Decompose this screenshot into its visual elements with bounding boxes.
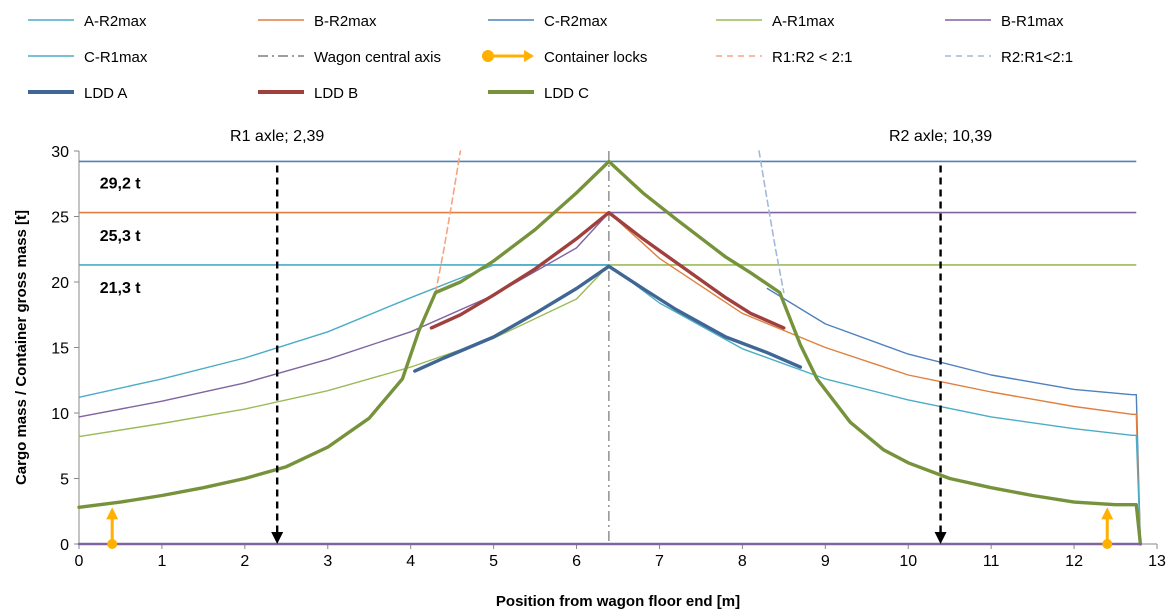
- x-tick-label: 9: [821, 553, 830, 570]
- series-b-r1max: [78, 211, 610, 418]
- x-tick-label: 11: [983, 553, 1000, 570]
- axle-marker-arrowhead: [271, 532, 284, 544]
- legend-item-b-r2max: B-R2max: [258, 13, 377, 30]
- x-tick-label: 2: [240, 553, 249, 570]
- plot-area: [77, 150, 1143, 549]
- x-tick-label: 0: [75, 553, 84, 570]
- legend-label: A-R2max: [84, 13, 147, 30]
- legend-label: LDD C: [544, 85, 589, 102]
- axle-marker-arrowhead: [934, 532, 947, 544]
- y-axis-title: Cargo mass / Container gross mass [t]: [13, 210, 30, 485]
- y-tick-label: 10: [51, 406, 69, 423]
- x-axis-title: Position from wagon floor end [m]: [496, 593, 740, 610]
- series-a-r1max: [78, 264, 610, 438]
- legend-item-a-r2max: A-R2max: [28, 13, 147, 30]
- y-tick-label: 5: [60, 472, 69, 489]
- labels: R1 axle; 2,39 R2 axle; 10,39 29,2 t 25,3 t 2…: [100, 128, 993, 297]
- series-a-r2max: [608, 264, 1142, 545]
- legend-swatch-arrowhead: [524, 50, 534, 62]
- x-tick-label: 6: [572, 553, 581, 570]
- y-tick-label: 15: [51, 341, 69, 358]
- legend-item-container-locks: Container locks: [482, 49, 647, 66]
- y-tick-label: 30: [51, 144, 69, 161]
- container-lock-dot: [1102, 539, 1113, 549]
- container-lock-dot: [107, 539, 118, 549]
- y-tick-label: 20: [51, 275, 69, 292]
- x-tick-label: 8: [738, 553, 747, 570]
- legend-label: B-R1max: [1001, 13, 1064, 30]
- x-tick-label: 4: [406, 553, 415, 570]
- legend-label: C-R1max: [84, 49, 148, 66]
- x-tick-label: 13: [1148, 553, 1166, 570]
- mass-annotation: 25,3 t: [100, 228, 142, 245]
- legend: A-R2max B-R2max C-R2max A-R1max B-R1max C-R1m…: [28, 13, 1073, 102]
- legend-item-a-r1max: A-R1max: [716, 13, 835, 30]
- legend-label: R1:R2 < 2:1: [772, 49, 852, 66]
- series-c-r2max: [766, 287, 1142, 545]
- series-b-r2max: [608, 211, 1142, 545]
- legend-label: LDD B: [314, 85, 358, 102]
- container-lock-arrowhead: [106, 507, 119, 520]
- legend-item-c-r1max: C-R1max: [28, 49, 148, 66]
- legend-item-ldd-b: LDD B: [258, 85, 358, 102]
- legend-label: Wagon central axis: [314, 49, 441, 66]
- legend-label: Container locks: [544, 49, 647, 66]
- axle-label: R2 axle; 10,39: [889, 128, 992, 145]
- axle-label: R1 axle; 2,39: [230, 128, 324, 145]
- legend-item-b-r1max: B-R1max: [945, 13, 1064, 30]
- series-ldd-a: [413, 264, 803, 373]
- legend-label: B-R2max: [314, 13, 377, 30]
- container-lock-arrowhead: [1101, 507, 1114, 520]
- legend-item-r2-r1-2-1: R2:R1<2:1: [945, 49, 1073, 66]
- mass-annotation: 21,3 t: [100, 280, 142, 297]
- series-r2-r1-2-1: [758, 150, 785, 294]
- series-ldd-b: [429, 210, 786, 330]
- legend-label: A-R1max: [772, 13, 835, 30]
- legend-item-ldd-c: LDD C: [488, 85, 589, 102]
- x-tick-label: 3: [323, 553, 332, 570]
- mass-annotation: 29,2 t: [100, 175, 142, 192]
- series-c-r1max: [78, 264, 610, 398]
- legend-label: C-R2max: [544, 13, 608, 30]
- legend-item-ldd-a: LDD A: [28, 85, 127, 102]
- x-tick-label: 7: [655, 553, 664, 570]
- x-tick-label: 5: [489, 553, 498, 570]
- legend-swatch-dot: [482, 50, 494, 62]
- legend-item-r1-r2-2-1: R1:R2 < 2:1: [716, 49, 852, 66]
- x-tick-label: 10: [899, 553, 917, 570]
- legend-label: LDD A: [84, 85, 127, 102]
- legend-item-wagon-central-axis: Wagon central axis: [258, 49, 441, 66]
- x-tick-label: 1: [157, 553, 166, 570]
- series-r1-r2-2-1: [434, 150, 462, 294]
- legend-label: R2:R1<2:1: [1001, 49, 1073, 66]
- x-tick-label: 12: [1065, 553, 1083, 570]
- legend-item-c-r2max: C-R2max: [488, 13, 608, 30]
- y-tick-label: 0: [60, 537, 69, 554]
- y-tick-label: 25: [51, 210, 69, 227]
- series-ldd-c: [77, 159, 1143, 546]
